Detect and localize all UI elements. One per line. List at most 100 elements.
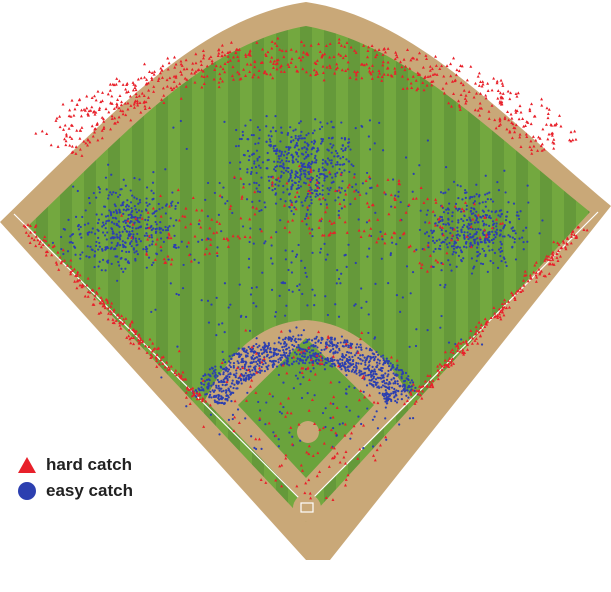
- easy-catch-point: [394, 382, 397, 385]
- easy-catch-point: [243, 154, 246, 157]
- easy-catch-point: [109, 247, 112, 250]
- hard-catch-point: [313, 422, 317, 426]
- hard-catch-point: [440, 64, 444, 68]
- legend-item-hard-catch: hard catch: [18, 452, 133, 478]
- easy-catch-point: [294, 176, 297, 179]
- hard-catch-point: [169, 364, 173, 368]
- hard-catch-point: [374, 55, 378, 59]
- easy-catch-point: [306, 208, 309, 212]
- easy-catch-point: [280, 170, 283, 173]
- hard-catch-point: [69, 114, 73, 118]
- hard-catch-point: [264, 481, 268, 484]
- easy-catch-point: [337, 209, 340, 213]
- hard-catch-point: [36, 238, 40, 242]
- easy-catch-point: [481, 247, 484, 251]
- hard-catch-point: [468, 335, 472, 339]
- hard-catch-point: [215, 230, 219, 234]
- easy-catch-point: [218, 389, 221, 392]
- hard-catch-point: [169, 236, 173, 240]
- hard-catch-point: [425, 384, 429, 388]
- easy-catch-point: [384, 372, 387, 375]
- easy-catch-point: [256, 157, 259, 160]
- easy-catch-point: [194, 389, 198, 392]
- hard-catch-point: [152, 347, 156, 351]
- easy-catch-point: [235, 352, 238, 355]
- hard-catch-point: [570, 230, 574, 234]
- hard-catch-point: [299, 58, 303, 62]
- easy-catch-point: [306, 192, 310, 196]
- easy-catch-point: [327, 136, 331, 140]
- hard-catch-point: [75, 103, 79, 106]
- hard-catch-point: [337, 188, 341, 192]
- easy-catch-point: [325, 361, 328, 365]
- hard-catch-point: [329, 401, 333, 405]
- easy-catch-point: [253, 162, 256, 165]
- easy-catch-point: [263, 242, 266, 245]
- easy-catch-point: [244, 315, 248, 318]
- hard-catch-point: [352, 424, 356, 428]
- hard-catch-point: [371, 64, 375, 67]
- easy-catch-point: [136, 232, 139, 236]
- hard-catch-point: [96, 89, 100, 93]
- hard-catch-point: [346, 473, 350, 477]
- hard-catch-point: [279, 401, 283, 405]
- hard-catch-point: [476, 108, 480, 112]
- hard-catch-point: [309, 496, 313, 500]
- easy-catch-point: [295, 158, 298, 161]
- hard-catch-point: [119, 320, 123, 324]
- hard-catch-point: [247, 368, 251, 372]
- easy-catch-point: [333, 338, 336, 341]
- easy-catch-point: [126, 199, 129, 202]
- easy-catch-point: [486, 270, 489, 273]
- easy-catch-point: [256, 126, 260, 129]
- hard-catch-point: [339, 43, 343, 47]
- easy-catch-point: [279, 140, 282, 143]
- hard-catch-point: [220, 361, 224, 364]
- hard-catch-point: [431, 79, 435, 83]
- easy-catch-point: [255, 171, 258, 175]
- hard-catch-point: [408, 244, 412, 248]
- hard-catch-point: [402, 57, 406, 61]
- hard-catch-point: [236, 70, 240, 74]
- easy-catch-point: [310, 344, 313, 347]
- easy-catch-point: [473, 200, 477, 203]
- hard-catch-point: [185, 386, 189, 390]
- easy-catch-point: [126, 224, 129, 227]
- hard-catch-point: [436, 260, 440, 264]
- easy-catch-point: [446, 246, 449, 249]
- hard-catch-point: [300, 371, 304, 374]
- hard-catch-point: [159, 214, 163, 218]
- easy-catch-point: [354, 183, 358, 186]
- easy-catch-point: [330, 120, 333, 123]
- easy-catch-point: [286, 132, 290, 135]
- easy-catch-point: [323, 348, 326, 351]
- hard-catch-point: [505, 127, 509, 131]
- easy-catch-point: [291, 338, 294, 341]
- easy-catch-point: [376, 358, 380, 361]
- easy-catch-point: [331, 358, 334, 361]
- hard-catch-point: [174, 62, 178, 66]
- hard-catch-point: [345, 41, 349, 44]
- hard-catch-point: [436, 368, 440, 372]
- easy-catch-point: [289, 172, 292, 175]
- easy-catch-point: [384, 361, 387, 364]
- easy-catch-point: [116, 279, 119, 282]
- easy-catch-point: [210, 303, 213, 306]
- hard-catch-point: [180, 72, 184, 76]
- easy-catch-point: [97, 186, 100, 189]
- easy-catch-point: [298, 353, 302, 356]
- easy-catch-point: [267, 364, 270, 367]
- easy-catch-point: [395, 366, 399, 369]
- hard-catch-point: [513, 296, 517, 300]
- hard-catch-point: [160, 98, 164, 101]
- hard-catch-point: [362, 44, 366, 47]
- easy-catch-point: [421, 247, 424, 251]
- easy-catch-point: [319, 173, 322, 176]
- hard-catch-point: [571, 138, 575, 142]
- easy-catch-point: [373, 368, 376, 371]
- easy-catch-point: [250, 166, 254, 169]
- easy-catch-point: [393, 395, 396, 398]
- hard-catch-point: [309, 73, 313, 77]
- easy-catch-point: [227, 373, 230, 376]
- hard-catch-point: [425, 57, 429, 60]
